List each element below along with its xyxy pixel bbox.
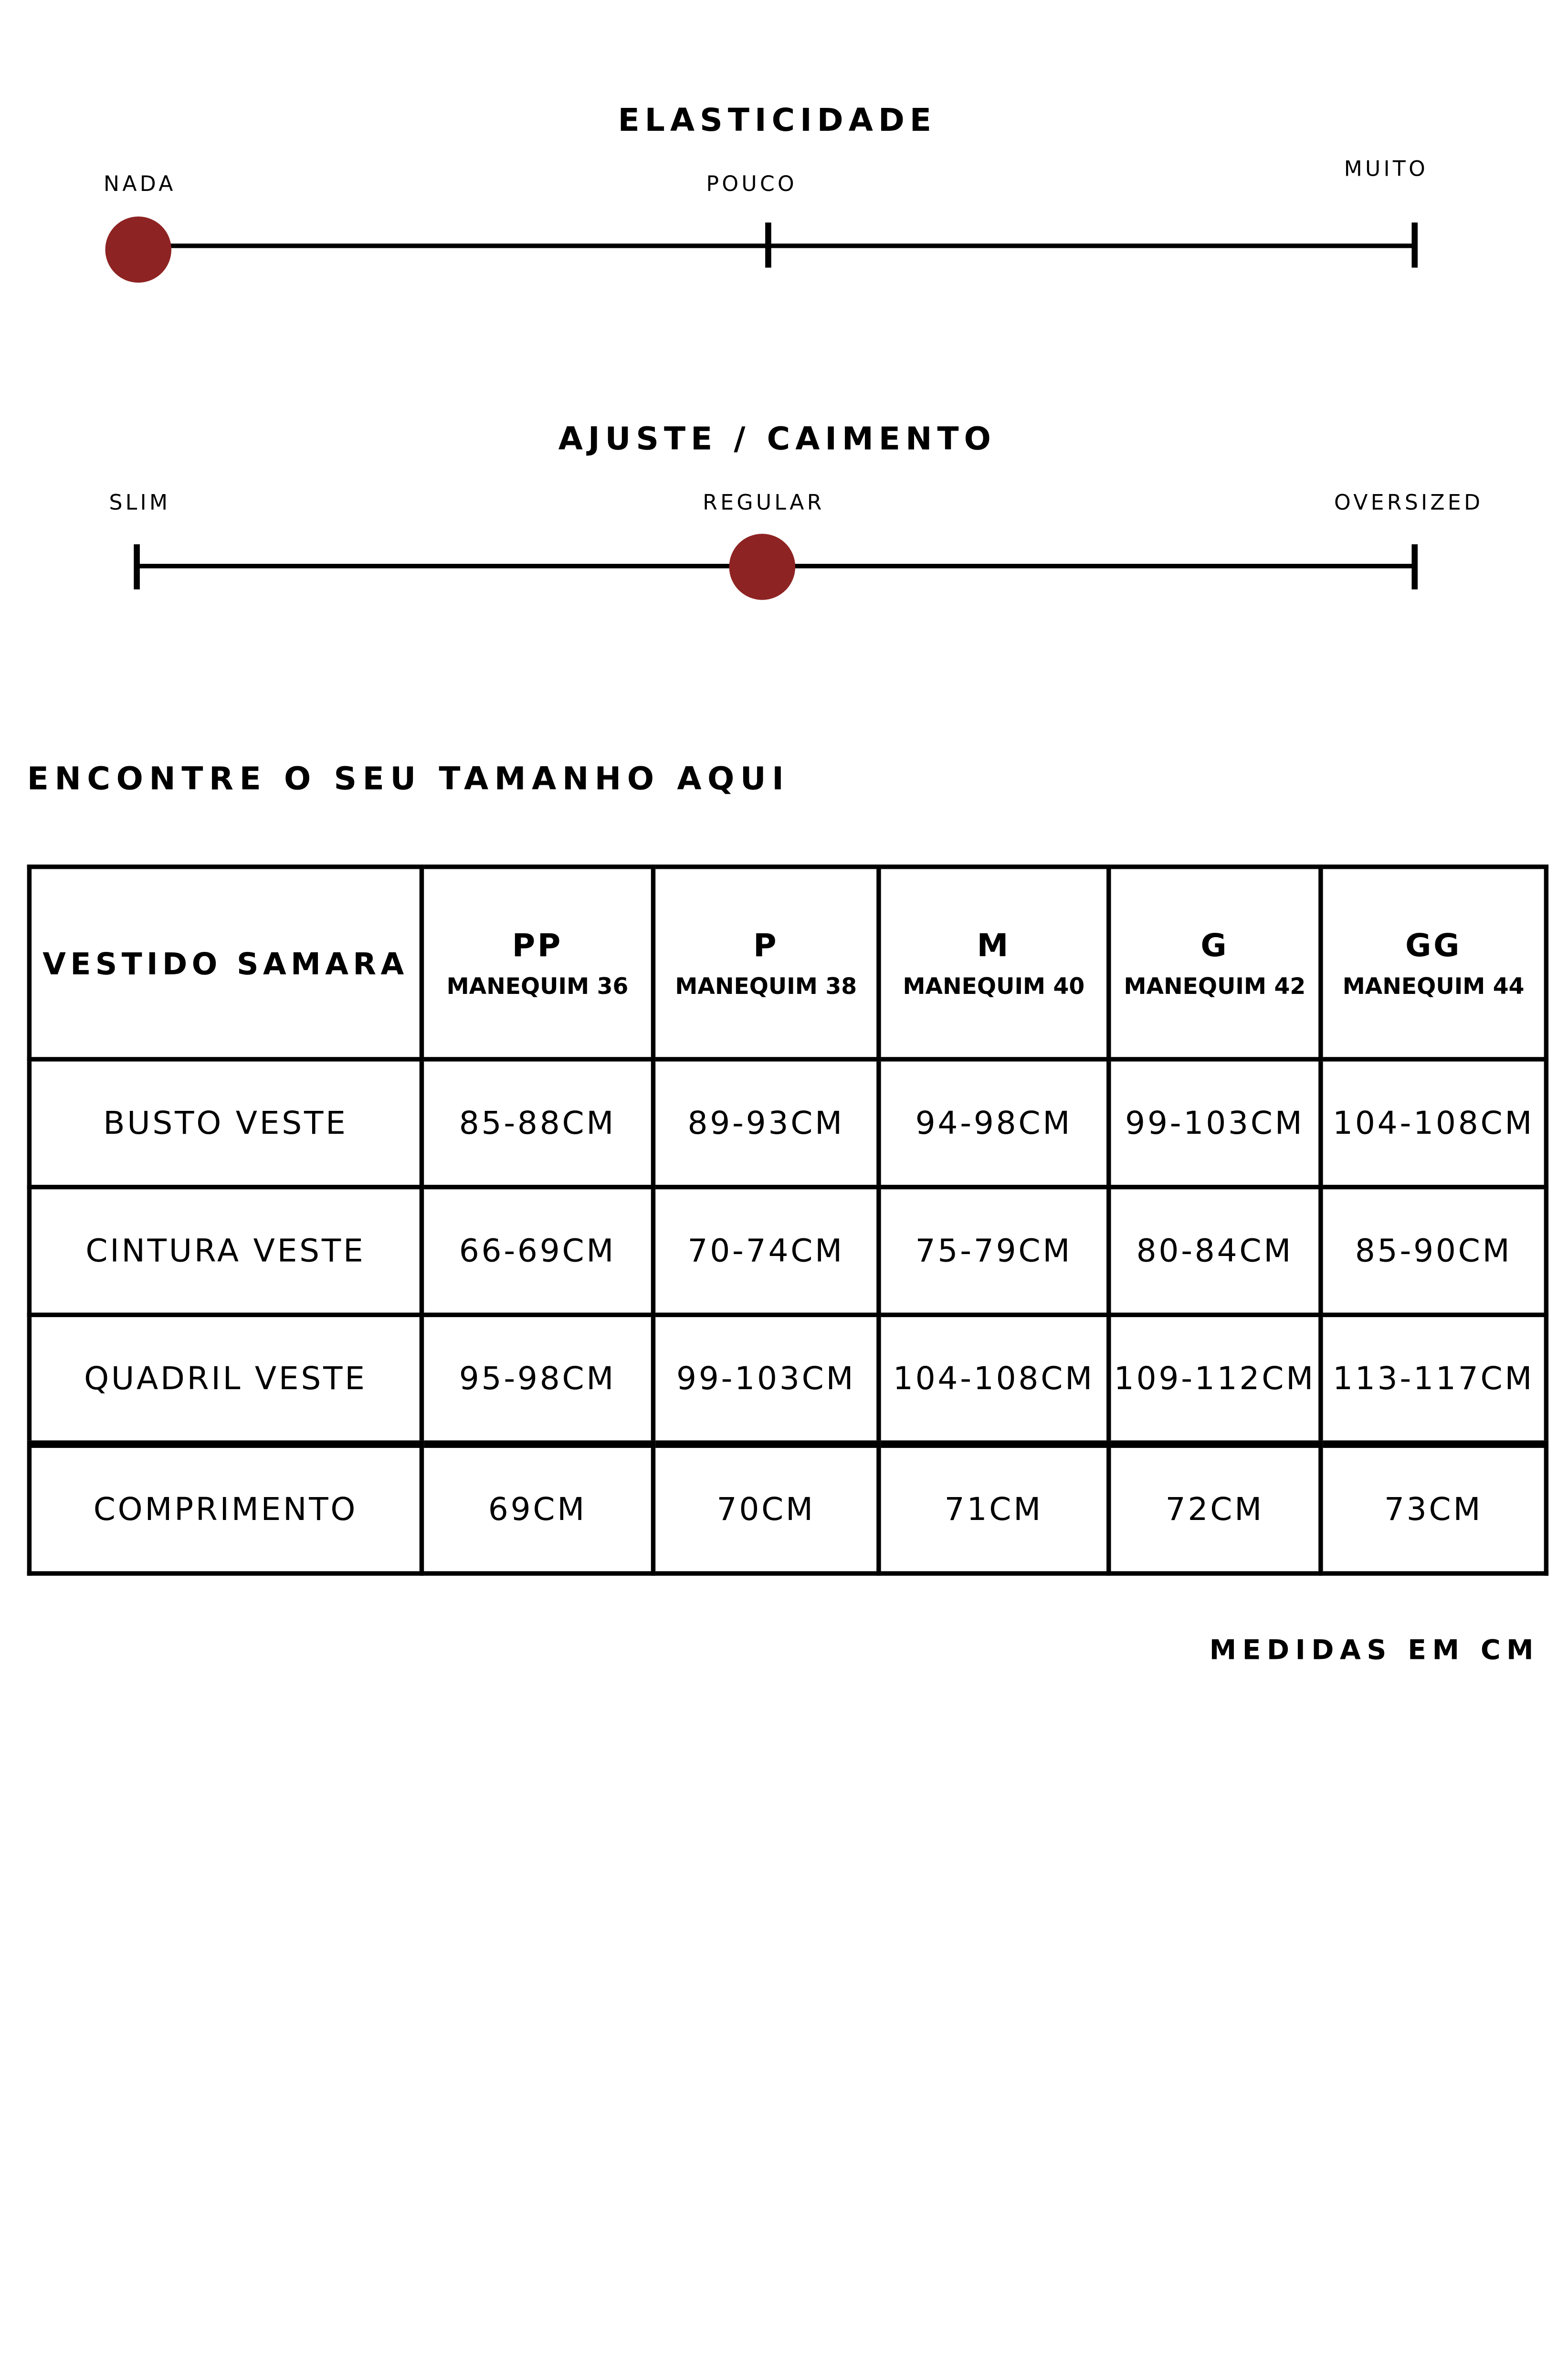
size-column-header: GG MANEQUIM 44 [1318, 865, 1549, 1062]
size-column-header: M MANEQUIM 40 [876, 865, 1111, 1062]
ajuste-marker [729, 534, 796, 600]
measurement-value: 69CM [419, 1440, 656, 1576]
measurement-value: 72CM [1106, 1440, 1323, 1576]
scale-label-regular: REGULAR [703, 491, 825, 516]
measurement-value: 71CM [876, 1440, 1111, 1576]
measurement-value: 113-117CM [1318, 1312, 1549, 1446]
table-corner-cell: VESTIDO SAMARA [27, 865, 424, 1062]
measurement-label: QUADRIL VESTE [27, 1312, 424, 1446]
scale-label-oversized: OVERSIZED [1334, 491, 1484, 516]
mannequin-label: MANEQUIM 44 [1342, 972, 1525, 999]
measurement-value: 70CM [651, 1440, 881, 1576]
elasticidade-scale-line [138, 243, 1416, 248]
measurement-value: 95-98CM [419, 1312, 656, 1446]
table-row: CINTURA VESTE 66-69CM 70-74CM 75-79CM 80-84C… [27, 1184, 1549, 1318]
size-section-heading: ENCONTRE O SEU TAMANHO AQUI [27, 760, 790, 797]
mannequin-label: MANEQUIM 42 [1124, 972, 1306, 999]
elasticidade-tick-mid [765, 222, 771, 268]
measurement-value: 99-103CM [651, 1312, 881, 1446]
table-row: BUSTO VESTE 85-88CM 89-93CM 94-98CM 99-103CM… [27, 1057, 1549, 1190]
measurement-value: 66-69CM [419, 1184, 656, 1318]
table-row: QUADRIL VESTE 95-98CM 99-103CM 104-108CM 109… [27, 1312, 1549, 1446]
measurement-value: 85-90CM [1318, 1184, 1549, 1318]
measurement-value: 80-84CM [1106, 1184, 1323, 1318]
measurement-value: 85-88CM [419, 1057, 656, 1190]
measurement-value: 109-112CM [1106, 1312, 1323, 1446]
mannequin-label: MANEQUIM 36 [446, 972, 629, 999]
ajuste-title: AJUSTE / CAIMENTO [558, 421, 996, 457]
scale-label-slim: SLIM [109, 491, 171, 516]
measurement-value: 104-108CM [1318, 1057, 1549, 1190]
measurement-value: 75-79CM [876, 1184, 1111, 1318]
scale-label-pouco: POUCO [706, 173, 798, 197]
size-label: G [1200, 927, 1229, 963]
measurement-value: 73CM [1318, 1440, 1549, 1576]
size-label: P [753, 927, 779, 963]
scale-label-muito: MUITO [1344, 158, 1429, 182]
measurement-footnote: MEDIDAS EM CM [1209, 1635, 1540, 1667]
size-column-header: G MANEQUIM 42 [1106, 865, 1323, 1062]
size-label: M [977, 927, 1011, 963]
mannequin-label: MANEQUIM 40 [903, 972, 1085, 999]
ajuste-tick-start [134, 544, 140, 590]
table-header-row: VESTIDO SAMARA PP MANEQUIM 36 P MANEQUIM 3… [27, 865, 1549, 1062]
measurement-value: 70-74CM [651, 1184, 881, 1318]
measurement-label: CINTURA VESTE [27, 1184, 424, 1318]
elasticidade-title: ELASTICIDADE [618, 102, 937, 138]
size-label: GG [1405, 927, 1462, 963]
elasticidade-tick-end [1411, 222, 1418, 268]
elasticidade-marker [105, 216, 172, 283]
size-column-header: P MANEQUIM 38 [651, 865, 881, 1062]
size-label: PP [512, 927, 563, 963]
product-name: VESTIDO SAMARA [42, 945, 409, 981]
measurement-value: 99-103CM [1106, 1057, 1323, 1190]
measurement-label: COMPRIMENTO [27, 1440, 424, 1576]
mannequin-label: MANEQUIM 38 [675, 972, 857, 999]
measurement-label: BUSTO VESTE [27, 1057, 424, 1190]
size-table: VESTIDO SAMARA PP MANEQUIM 36 P MANEQUIM 3… [27, 865, 1549, 1576]
table-row: COMPRIMENTO 69CM 70CM 71CM 72CM 73CM [27, 1440, 1549, 1576]
measurement-value: 89-93CM [651, 1057, 881, 1190]
measurement-value: 104-108CM [876, 1312, 1111, 1446]
ajuste-tick-end [1411, 544, 1418, 590]
scale-label-nada: NADA [104, 173, 176, 197]
measurement-value: 94-98CM [876, 1057, 1111, 1190]
size-column-header: PP MANEQUIM 36 [419, 865, 656, 1062]
